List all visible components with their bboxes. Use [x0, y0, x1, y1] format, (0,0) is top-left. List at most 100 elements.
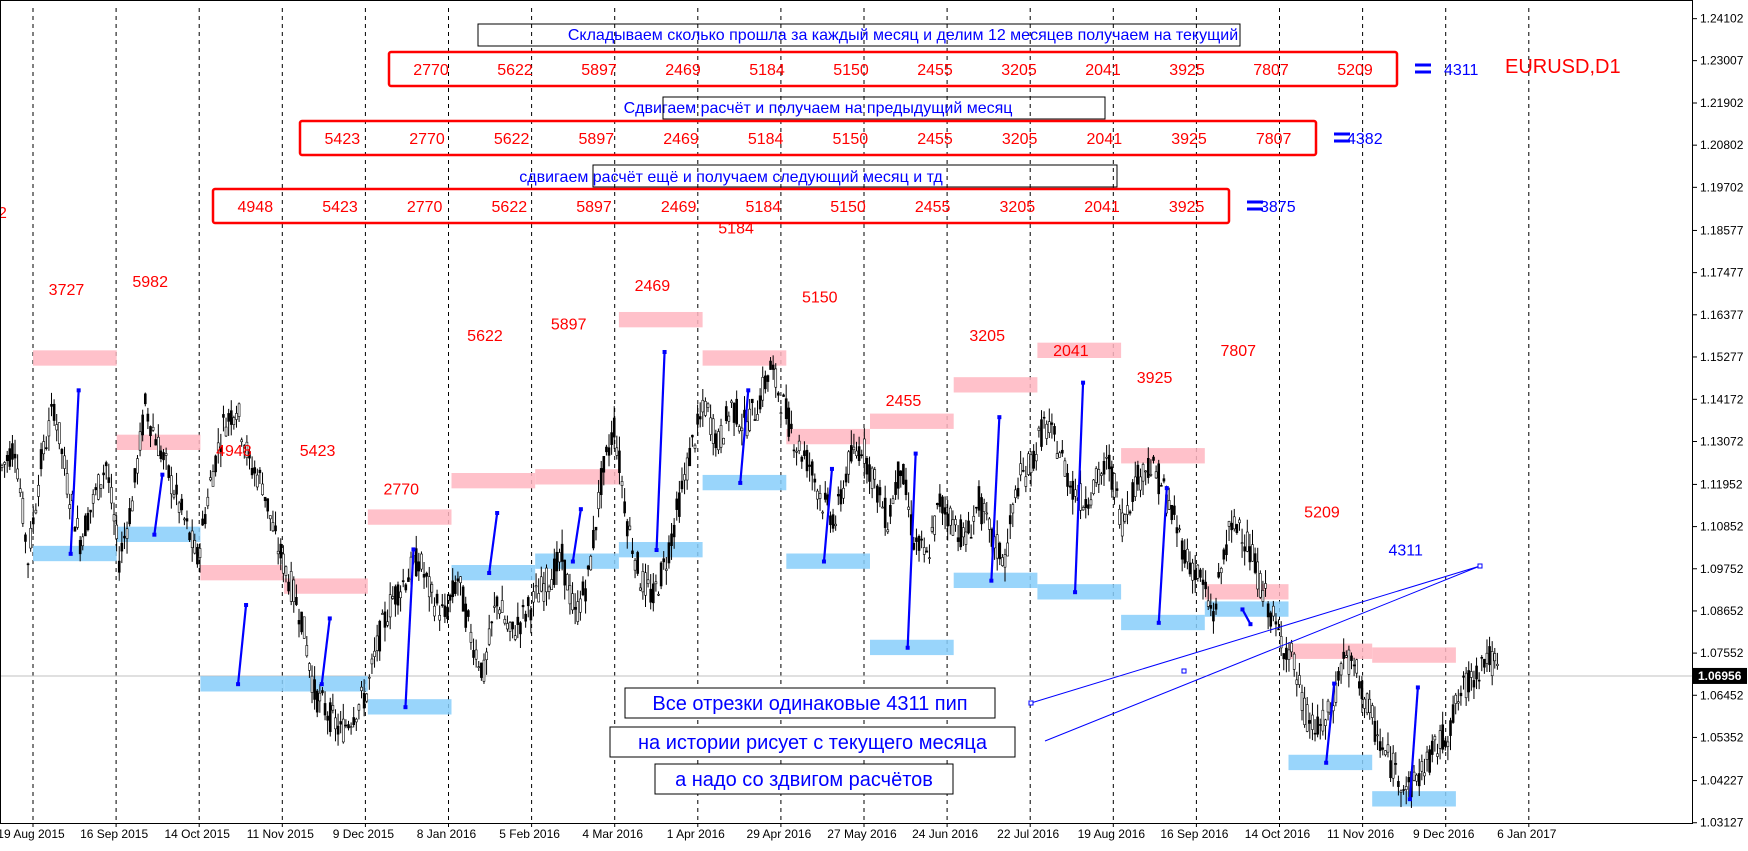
candle-body	[623, 501, 626, 514]
segment-anchor	[1332, 681, 1337, 686]
calc-value: 5184	[749, 62, 785, 79]
candle-body	[870, 467, 874, 489]
candle-body	[1063, 460, 1067, 477]
candle-body	[313, 679, 316, 700]
segment-anchor	[662, 349, 667, 354]
candle-body	[185, 518, 189, 522]
candle-body	[1321, 709, 1325, 732]
candle-body	[1423, 772, 1426, 777]
candle-body	[1451, 704, 1455, 723]
candle-body	[396, 584, 400, 606]
triangle-handle[interactable]	[1477, 563, 1483, 569]
candle-body	[1459, 692, 1463, 697]
candle-body	[1326, 700, 1330, 713]
candle-body	[279, 543, 283, 559]
candle-body	[704, 401, 707, 416]
candle-body	[1068, 485, 1072, 488]
pink-range-box	[535, 469, 619, 485]
candle-body	[1001, 557, 1004, 566]
month-pip-label: 3727	[49, 282, 85, 299]
candle-body	[1342, 651, 1345, 659]
candle-body	[889, 504, 892, 517]
candle-body	[1433, 736, 1437, 741]
note-frame	[609, 726, 1016, 758]
candle-body	[287, 581, 290, 592]
candle-body	[1045, 423, 1048, 439]
calc-value: 5150	[830, 199, 866, 216]
candle-body	[448, 594, 452, 601]
x-tick-label: 9 Dec 2016	[1413, 827, 1475, 841]
candle-body	[516, 616, 520, 625]
y-tick-label: 1.08652	[1700, 604, 1744, 618]
candle-body	[503, 619, 507, 624]
candle-body	[774, 368, 778, 388]
candle-body	[717, 431, 720, 451]
candle-body	[1003, 554, 1007, 568]
channel-triangle-tool[interactable]	[1028, 563, 1483, 742]
candle-body	[1488, 646, 1491, 666]
candle-body	[344, 724, 348, 727]
candle-body	[1154, 471, 1158, 479]
segment-anchor	[1324, 760, 1329, 765]
candle-body	[310, 675, 314, 693]
triangle-handle[interactable]	[1181, 668, 1187, 674]
candle-body	[1126, 505, 1129, 515]
candle-body	[1365, 693, 1369, 714]
candle-body	[282, 553, 285, 574]
candle-body	[349, 726, 353, 728]
calc-value: 5622	[494, 131, 530, 148]
candle-body	[928, 557, 931, 560]
pink-range-box	[367, 509, 452, 525]
candle-body	[141, 414, 144, 436]
x-tick-label: 27 May 2016	[827, 827, 897, 841]
candle-body	[1305, 704, 1309, 732]
candle-body	[873, 469, 877, 480]
candle-body	[1324, 719, 1327, 726]
candle-body	[633, 560, 637, 571]
note-text: на истории рисует с текущего месяца	[638, 732, 988, 754]
x-tick-label: 5 Feb 2016	[499, 827, 560, 841]
candle-body	[1191, 562, 1194, 581]
candle-body	[1141, 464, 1145, 482]
candle-body	[850, 445, 853, 462]
triangle-handle[interactable]	[1028, 700, 1034, 706]
range-segment	[320, 618, 331, 685]
candle-body	[1389, 760, 1392, 778]
candle-body	[5, 455, 9, 462]
candle-body	[201, 518, 204, 526]
candle-body	[1303, 697, 1306, 725]
candle-body	[65, 473, 69, 495]
y-tick-label: 1.14172	[1700, 392, 1744, 406]
candle-body	[271, 522, 275, 532]
x-tick-label: 6 Jan 2017	[1497, 827, 1557, 841]
candle-body	[42, 441, 45, 455]
candle-body	[149, 426, 152, 437]
range-segment	[1073, 382, 1085, 593]
candle-body	[1261, 590, 1265, 602]
candle-body	[563, 559, 567, 586]
candle-body	[1436, 753, 1439, 757]
candle-body	[959, 519, 963, 548]
candle-body	[459, 576, 462, 584]
candle-body	[177, 502, 181, 513]
calc-value: 3205	[1001, 62, 1037, 79]
candle-body	[414, 548, 418, 577]
candle-body	[644, 572, 647, 596]
candle-body	[110, 487, 113, 504]
candle-body	[805, 449, 809, 472]
candle-body	[1318, 724, 1322, 726]
candle-body	[1074, 489, 1077, 497]
y-tick-label: 1.09752	[1700, 562, 1744, 576]
candle-body	[683, 474, 686, 481]
segment-anchor	[821, 559, 826, 564]
candle-body	[237, 403, 241, 417]
candle-body	[1472, 680, 1476, 688]
segment-anchor	[68, 551, 73, 556]
candle-body	[1253, 553, 1257, 573]
candle-body	[615, 447, 619, 456]
current-price-tag	[1693, 667, 1747, 684]
candle-body	[300, 611, 303, 633]
pink-range-box	[618, 311, 703, 328]
candle-body	[355, 718, 358, 723]
